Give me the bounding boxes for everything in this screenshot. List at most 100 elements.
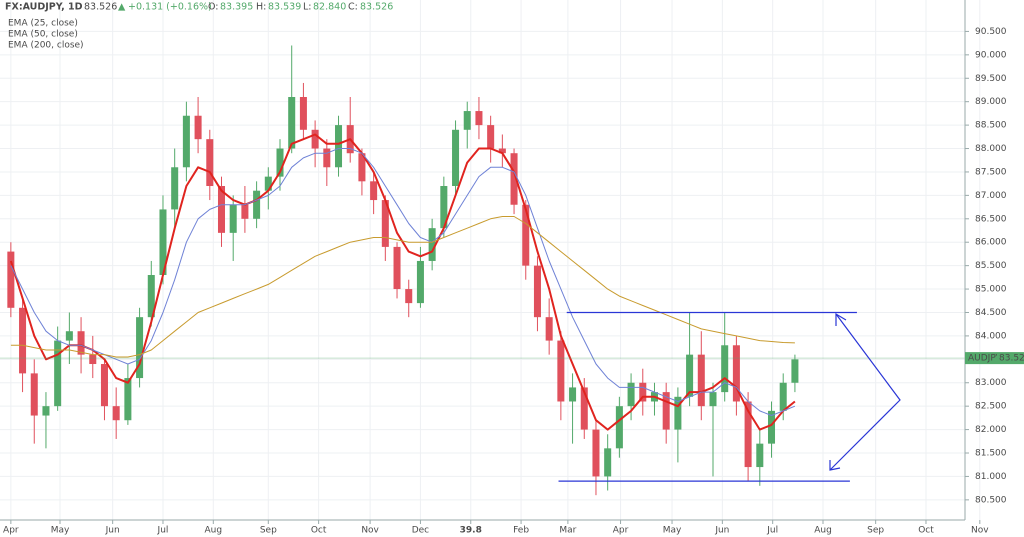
high: 83.539: [268, 2, 301, 13]
candle-body: [545, 317, 553, 341]
candle-body: [100, 364, 108, 407]
candle-body: [510, 153, 518, 205]
plot: [0, 45, 965, 496]
x-tick-label: Jun: [105, 526, 120, 536]
candle-body: [557, 340, 565, 402]
candle-body: [171, 167, 179, 210]
candle-body: [744, 401, 752, 468]
candle-body: [463, 111, 471, 130]
arrowhead: [829, 460, 841, 471]
header: FX:AUDJPY, 1D 83.526 ▲ +0.131 (+0.16%) O…: [5, 2, 393, 13]
y-tick-label: 89.500: [975, 74, 1007, 84]
candle-body: [393, 246, 401, 290]
x-tick-label: Nov: [361, 526, 379, 536]
candle-body: [323, 148, 331, 168]
x-tick-label: Aug: [814, 526, 832, 536]
x-tick-label: May: [663, 526, 682, 536]
y-tick-label: 80.500: [975, 495, 1007, 505]
candle-body: [533, 265, 541, 318]
candle-body: [241, 204, 249, 219]
y-tick-label: 81.000: [975, 472, 1007, 482]
y-tick-label: 84.000: [975, 331, 1007, 341]
x-tick-label: Mar: [559, 526, 576, 536]
candle-body: [686, 354, 694, 397]
open: 83.395: [220, 2, 253, 13]
x-tick-label: 39.8: [460, 526, 482, 536]
x-tick-label: Nov: [971, 526, 989, 536]
ema-line: [10, 216, 795, 358]
chevron: [829, 313, 901, 471]
candle-body: [77, 331, 85, 355]
candle-body: [615, 406, 623, 449]
y-tick-label: 87.500: [975, 167, 1007, 177]
close: 83.526: [360, 2, 393, 13]
y-tick-label: 85.500: [975, 261, 1007, 271]
candle-body: [721, 345, 729, 393]
y-tick-label: 88.500: [975, 121, 1007, 131]
y-tick-label: 90.500: [975, 27, 1007, 37]
arrow: ▲: [118, 2, 126, 13]
candle-body: [358, 153, 366, 182]
candle-body: [54, 340, 62, 407]
open-label: O:: [208, 2, 219, 13]
legend-entry: EMA (50, close): [8, 30, 78, 40]
y-tick-label: 88.000: [975, 144, 1007, 154]
candle-body: [335, 125, 343, 168]
candle-body: [732, 345, 740, 402]
candle-body: [475, 111, 483, 126]
close-label: C:: [348, 2, 358, 13]
price: 83.526: [84, 2, 117, 13]
candle-body: [779, 382, 787, 411]
candle-body: [229, 204, 237, 233]
y-tick-label: 83.000: [975, 378, 1007, 388]
candle-body: [604, 448, 612, 477]
candle-body: [217, 186, 226, 233]
candle-body: [253, 190, 261, 219]
x-tick-label: Apr: [613, 526, 629, 536]
candle-body: [452, 129, 460, 187]
candle-body: [65, 331, 73, 341]
y-tick-label: 82.000: [975, 425, 1007, 435]
candle-body: [182, 115, 190, 168]
candle-body: [662, 392, 670, 430]
x-tick-label: Jul: [766, 526, 778, 536]
price-tag-label: 83.526: [999, 354, 1024, 364]
symbol-tag-label: AUDJPY: [968, 354, 1002, 364]
y-tick-label: 85.000: [975, 285, 1007, 295]
low-label: L:: [303, 2, 312, 13]
y-tick-label: 81.500: [975, 449, 1007, 459]
x-tick-label: May: [51, 526, 70, 536]
candle-body: [136, 317, 144, 379]
high-label: H:: [256, 2, 266, 13]
candle-body: [580, 387, 588, 430]
x-tick-label: Sep: [260, 526, 277, 536]
symbol-tag: [965, 352, 997, 365]
low: 82.840: [313, 2, 346, 13]
candle-body: [767, 410, 776, 444]
x-tick-label: Oct: [918, 526, 934, 536]
price-tag: [997, 352, 1024, 365]
x-tick-label: Feb: [513, 526, 529, 536]
x-tick-label: Dec: [412, 526, 429, 536]
y-tick-label: 84.500: [975, 308, 1007, 318]
candle-body: [592, 429, 600, 477]
candle-body: [311, 129, 319, 149]
candle-body: [416, 260, 424, 304]
candle-body: [381, 200, 389, 247]
candle-body: [487, 125, 495, 149]
y-tick-label: 87.000: [975, 191, 1007, 201]
candle-body: [7, 251, 15, 308]
y-tick-label: 86.000: [975, 238, 1007, 248]
candle-body: [405, 289, 413, 304]
candle-body: [627, 382, 635, 407]
drawing-arrow: [829, 312, 901, 471]
x-tick-label: Apr: [3, 526, 19, 536]
candle-body: [428, 228, 436, 261]
y-tick-label: 82.500: [975, 402, 1007, 412]
candle-body: [498, 148, 506, 154]
x-tick-label: Jun: [714, 526, 729, 536]
candle-body: [674, 396, 682, 430]
candle-body: [709, 392, 717, 407]
